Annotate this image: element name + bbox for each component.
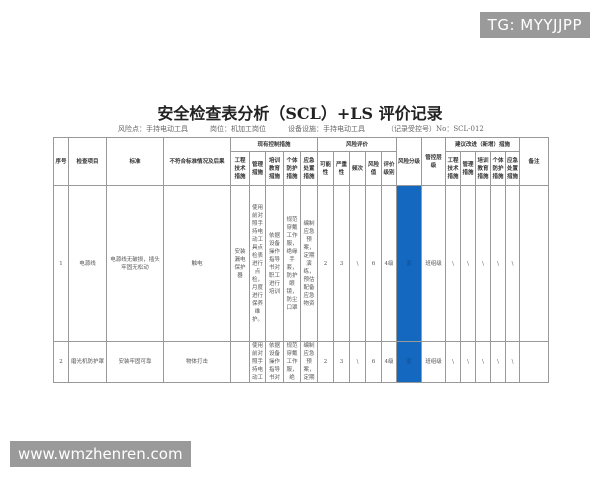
cell-remark: [519, 185, 550, 342]
cell-ppe: 规范穿戴工作服，绝: [283, 341, 301, 383]
cell-nonconform: 触电: [163, 185, 231, 342]
header-nonconform: 不符合标准情况及后果: [163, 137, 231, 186]
cell-risk-level: 蓝: [396, 185, 423, 342]
cell-eng: [230, 341, 250, 383]
header-sub: 严重性: [333, 151, 350, 186]
header-item: 检查项目: [68, 137, 107, 186]
header-sub: 应急处置措施: [505, 151, 521, 186]
header-suggest: 建议改进（新增）措施: [445, 137, 521, 152]
cell-sug: \: [490, 185, 507, 342]
cell-sug: \: [505, 341, 521, 383]
cell-ctrl: 班组级: [421, 185, 447, 342]
cell-sug: \: [475, 185, 492, 342]
cell-train: 依据设备操作指导书对职工进行培训: [265, 185, 284, 342]
cell-sug: \: [460, 341, 477, 383]
header-sub: 管理措施: [460, 151, 477, 186]
cell-nonconform: 物体打击: [163, 341, 231, 383]
cell-standard: 电源线无破损，插头牢固无松动: [106, 185, 164, 342]
watermark-bottom: www.wmzhenren.com: [10, 441, 191, 467]
cell-s: 3: [333, 185, 350, 342]
header-sub: 可能性: [317, 151, 334, 186]
record-no: （记录受控号）No：SCL-012: [387, 125, 484, 133]
table-row: 1 电源线 电源线无破损，插头牢固无松动 触电 安装漏电保护器 使用前对照手持电…: [53, 185, 550, 342]
header-sub: 管理措施: [249, 151, 266, 186]
table-row: 2 磨光机防护罩 安装牢固可靠 物体打击 使用前对照手持电动工 依据设备操作指导…: [53, 341, 550, 383]
cell-mgmt: 使用前对照手持电动工具点检表进行点检，月度进行保养维护。: [249, 185, 266, 342]
header-sub: 应急处置措施: [300, 151, 318, 186]
header-sub: 培训教育措施: [475, 151, 492, 186]
cell-train: 依据设备操作指导书对: [265, 341, 284, 383]
cell-no: 2: [53, 341, 69, 383]
cell-no: 1: [53, 185, 69, 342]
header-sub: 频次: [349, 151, 366, 186]
cell-f: \: [349, 341, 366, 383]
cell-sug: \: [460, 185, 477, 342]
cell-grade: 4级: [380, 341, 398, 383]
cell-risk-level: 蓝: [396, 341, 423, 383]
cell-emerg: 编制应急预案，定期: [300, 341, 318, 383]
cell-l: 2: [317, 341, 334, 383]
header-remark: 备注: [519, 137, 550, 186]
cell-mgmt: 使用前对照手持电动工: [249, 341, 266, 383]
cell-ppe: 规范穿戴工作服，绝缘手套，防护眼镜，防尘口罩: [283, 185, 301, 342]
cell-r: 6: [365, 185, 382, 342]
cell-emerg: 编制应急预案，定期演练，预估配备应急物资: [300, 185, 318, 342]
header-no: 序号: [53, 137, 69, 186]
header-existing: 现有控制措施: [230, 137, 318, 152]
cell-grade: 4级: [380, 185, 398, 342]
cell-standard: 安装牢固可靠: [106, 341, 164, 383]
header-sub: 培训教育措施: [265, 151, 284, 186]
header-sub: 风险值: [365, 151, 382, 186]
cell-item: 电源线: [68, 185, 107, 342]
cell-eng: 安装漏电保护器: [230, 185, 250, 342]
header-control-level: 管控层级: [421, 137, 447, 186]
cell-remark: [519, 341, 550, 383]
header-risk-level: 风险分级: [396, 137, 423, 186]
header-sub: 个体防护措施: [283, 151, 301, 186]
post: 岗位：机加工岗位: [210, 125, 266, 133]
subtitle: 风险点：手持电动工具 岗位：机加工岗位 设备设施：手持电动工具 （记录受控号）No：S…: [118, 124, 506, 134]
header-sub: 个体防护措施: [490, 151, 507, 186]
cell-f: \: [349, 185, 366, 342]
cell-sug: \: [505, 185, 521, 342]
cell-item: 磨光机防护罩: [68, 341, 107, 383]
header-sub: 工程技术措施: [445, 151, 462, 186]
cell-ctrl: 班组级: [421, 341, 447, 383]
watermark-top: TG: MYYJJPP: [479, 12, 590, 38]
header-standard: 标准: [106, 137, 164, 186]
page-title: 安全检查表分析（SCL）+LS 评价记录: [157, 104, 443, 123]
header-sub: 评价级别: [380, 151, 398, 186]
header-risk-eval: 风险评价: [316, 137, 398, 152]
scl-table: 序号 检查项目 标准 不符合标准情况及后果 现有控制措施 风险评价 风险分级 管…: [53, 137, 550, 383]
cell-s: 3: [333, 341, 350, 383]
cell-l: 2: [317, 185, 334, 342]
cell-r: 6: [365, 341, 382, 383]
cell-sug: \: [475, 341, 492, 383]
cell-sug: \: [445, 341, 462, 383]
risk-point: 风险点：手持电动工具: [118, 125, 188, 133]
header-sub: 工程技术措施: [230, 151, 250, 186]
cell-sug: \: [445, 185, 462, 342]
cell-sug: \: [490, 341, 507, 383]
equipment: 设备设施：手持电动工具: [288, 125, 365, 133]
